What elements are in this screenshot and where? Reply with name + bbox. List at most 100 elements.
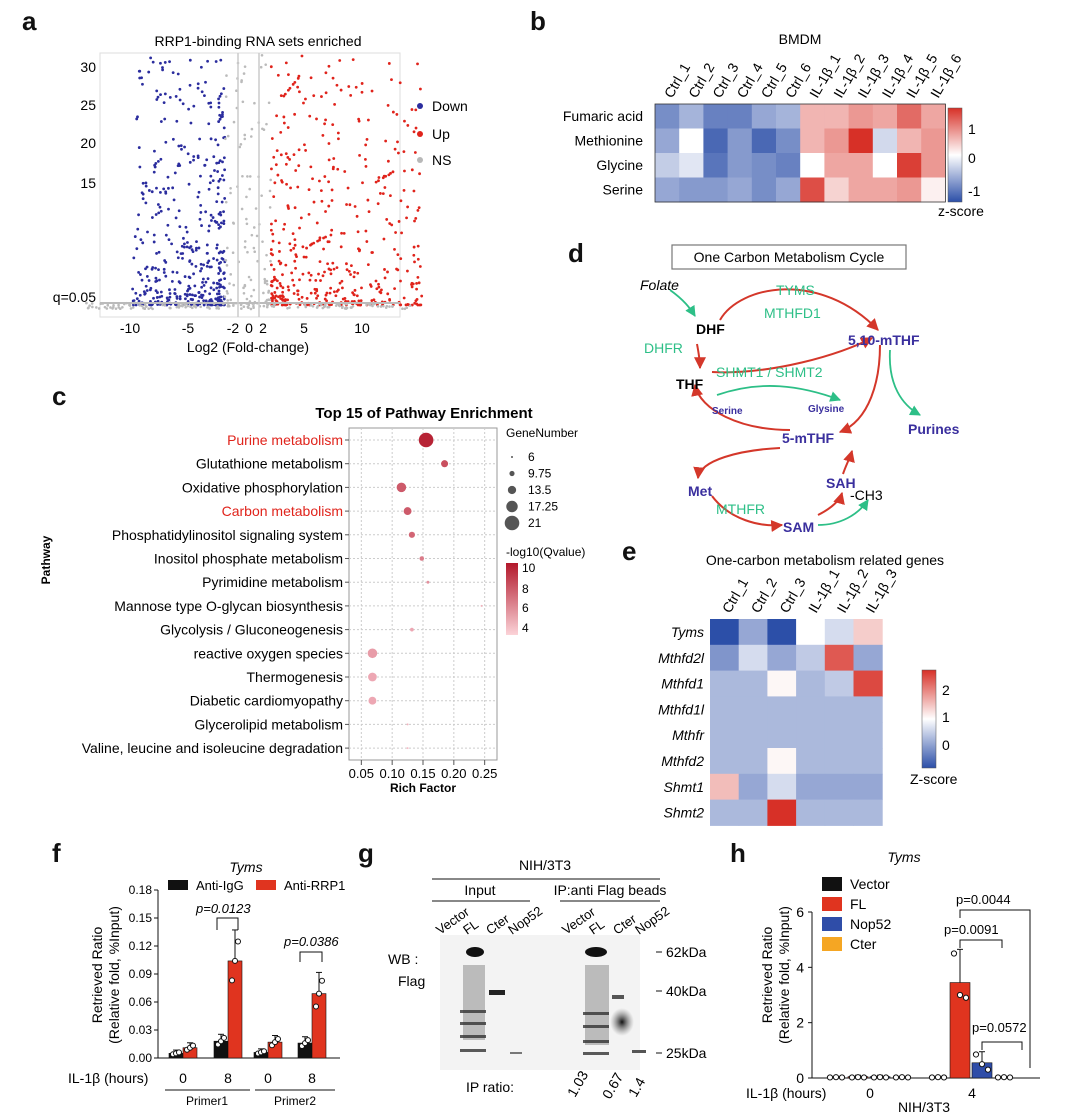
volcano-point: [335, 289, 339, 293]
volcano-point: [387, 62, 391, 65]
volcano-point: [353, 288, 357, 292]
volcano-point: [408, 304, 412, 307]
volcano-point: [192, 104, 196, 108]
volcano-point: [382, 237, 386, 241]
volcano-point: [208, 265, 212, 269]
volcano-point: [147, 279, 151, 282]
volcano-point: [252, 226, 256, 229]
volcano-point: [147, 70, 151, 74]
volcano-point: [186, 241, 189, 244]
pathway-point: [368, 672, 377, 682]
volcano-point: [398, 81, 402, 85]
volcano-point: [159, 61, 162, 65]
heatmap-cell: [751, 104, 777, 129]
volcano-point: [298, 226, 301, 230]
volcano-point: [416, 276, 420, 279]
volcano-point: [97, 307, 101, 310]
volcano-point: [199, 65, 203, 69]
f-ylabel-1: Retrieved Ratio: [89, 927, 105, 1024]
volcano-point: [358, 303, 362, 307]
volcano-point: [324, 210, 327, 213]
volcano-point: [281, 273, 284, 277]
f-ytick: 0.03: [129, 1023, 153, 1037]
heatmap-cell: [848, 128, 874, 154]
volcano-point: [395, 113, 399, 116]
legend-label-igg: Anti-IgG: [196, 878, 244, 893]
volcano-point: [197, 291, 201, 294]
volcano-point: [218, 113, 222, 117]
volcano-point: [103, 305, 107, 309]
volcano-point: [355, 294, 359, 298]
volcano-point: [198, 295, 201, 299]
volcano-point: [364, 157, 367, 161]
volcano-point: [342, 231, 346, 235]
volcano-point: [332, 157, 336, 160]
pathway-point: [426, 580, 430, 584]
pathway-label: reactive oxygen species: [194, 645, 343, 661]
heatmap-cell: [710, 696, 740, 723]
h-data-point: [838, 1074, 846, 1081]
heatmap-cell: [679, 128, 704, 154]
volcano-point: [349, 273, 352, 276]
bmdm-heatmap: BMDM Ctrl_1Ctrl_2Ctrl_3Ctrl_4Ctrl_5Ctrl_…: [563, 31, 984, 219]
volcano-point: [349, 264, 353, 268]
heatmap-cell: [824, 153, 850, 178]
volcano-point: [402, 188, 406, 192]
pathway-label: Purine metabolism: [227, 432, 343, 448]
volcano-point: [399, 257, 403, 260]
pathway-point: [418, 432, 434, 448]
cycle-title-box: [671, 244, 907, 270]
volcano-point: [223, 168, 227, 172]
volcano-point: [232, 283, 236, 287]
genes-row-label: Mthfd2l: [658, 650, 705, 666]
volcano-point: [377, 282, 380, 286]
volcano-point: [176, 72, 180, 76]
volcano-point: [415, 281, 418, 285]
volcano-point: [224, 200, 228, 204]
volcano-point: [216, 186, 220, 190]
volcano-point: [193, 284, 197, 288]
f-data-point: [229, 977, 235, 984]
f-data-point: [313, 1003, 319, 1010]
heatmap-cell: [738, 799, 768, 826]
volcano-point: [175, 250, 179, 254]
qvalue-tick: 8: [522, 582, 529, 596]
volcano-point: [149, 303, 153, 307]
heatmap-cell: [703, 128, 729, 154]
volcano-point: [217, 307, 221, 310]
volcano-point: [259, 65, 263, 69]
g-lane-label: Nop52: [505, 903, 545, 937]
volcano-point: [206, 277, 210, 281]
volcano-point: [222, 178, 226, 182]
volcano-point: [243, 283, 247, 287]
size-legend-dot: [507, 485, 517, 495]
heatmap-cell: [710, 773, 740, 801]
volcano-point: [332, 267, 336, 271]
volcano-point: [406, 269, 409, 273]
volcano-point: [159, 190, 162, 194]
volcano-point: [149, 306, 153, 310]
volcano-point: [215, 292, 219, 296]
color-legend-title: -log10(Qvalue): [506, 545, 585, 559]
volcano-point: [393, 147, 397, 151]
pathway-label: Inositol phosphate metabolism: [154, 551, 343, 567]
heatmap-cell: [679, 104, 704, 129]
volcano-point: [394, 231, 397, 234]
volcano-point: [217, 266, 221, 270]
volcano-point: [270, 297, 274, 300]
volcano-point: [402, 150, 406, 154]
pathway-label: Thermogenesis: [247, 669, 344, 685]
h-data-point: [972, 1051, 980, 1058]
volcano-point: [381, 192, 385, 196]
volcano-point: [217, 161, 221, 165]
volcano-point: [216, 282, 220, 286]
volcano-point: [144, 284, 148, 288]
volcano-point: [163, 117, 167, 121]
volcano-point: [211, 216, 215, 219]
volcano-point: [220, 200, 224, 204]
heatmap-cell: [824, 177, 850, 203]
volcano-point: [209, 105, 213, 109]
volcano-point: [396, 140, 399, 144]
volcano-point: [137, 146, 141, 149]
volcano-point: [200, 296, 204, 300]
